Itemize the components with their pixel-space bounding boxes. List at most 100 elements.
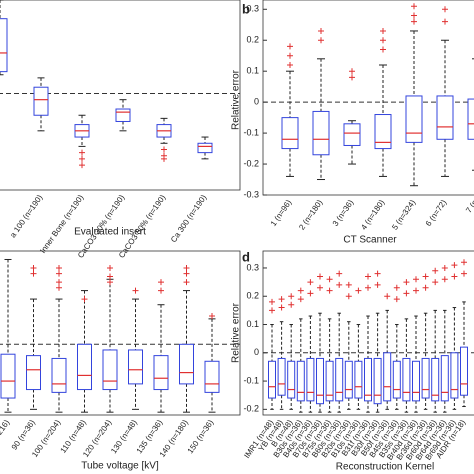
- outlier: [107, 273, 113, 280]
- box: [460, 346, 468, 396]
- x-tick-label: 90 (n=36): [10, 418, 37, 452]
- x-tick-label: 3 (n=36): [331, 198, 356, 228]
- box: [325, 360, 334, 402]
- y-tick-label: -0.2: [243, 158, 259, 168]
- x-tick-label: 4 (n=180): [359, 198, 386, 232]
- outlier: [336, 281, 343, 288]
- y-tick-label: 0.1: [246, 66, 259, 76]
- box: [115, 108, 131, 122]
- outlier: [79, 149, 85, 156]
- x-tick-label: Inner Bone (n=190): [38, 193, 85, 255]
- y-tick-label: -0.3: [243, 189, 259, 199]
- outlier: [56, 270, 62, 277]
- x-axis-label: Evaluated insert: [74, 227, 146, 238]
- y-tick-label: 0.2: [246, 291, 259, 301]
- outlier: [132, 287, 139, 294]
- box: [287, 360, 296, 399]
- box: [431, 357, 440, 402]
- outlier: [432, 267, 439, 274]
- x-tick-label: 5 (n=324): [390, 198, 417, 232]
- outlier: [393, 296, 400, 303]
- outlier: [336, 270, 343, 277]
- box: [373, 357, 382, 405]
- box: [306, 357, 315, 402]
- x-tick-label: a 100 (n=190): [8, 193, 44, 239]
- box: [0, 353, 16, 399]
- box: [51, 357, 67, 393]
- panel-letter: d: [242, 249, 250, 264]
- outlier: [345, 293, 352, 300]
- outlier: [403, 279, 410, 286]
- outlier: [79, 155, 85, 162]
- box: [316, 357, 324, 405]
- outlier: [317, 284, 323, 291]
- outlier: [326, 287, 333, 294]
- box: [312, 110, 330, 156]
- outlier: [56, 264, 62, 271]
- box: [102, 349, 118, 391]
- box: [33, 86, 49, 116]
- outlier: [380, 46, 386, 53]
- box: [344, 360, 353, 399]
- outlier: [380, 37, 386, 44]
- x-axis-label: Reconstruction Kernel: [336, 462, 434, 473]
- outlier: [161, 155, 167, 162]
- outlier: [56, 279, 62, 286]
- box: [296, 360, 305, 402]
- outlier: [413, 287, 419, 294]
- box: [467, 98, 474, 140]
- outlier: [107, 279, 113, 286]
- outlier: [326, 276, 333, 283]
- x-tick-label: 7 (n: [464, 198, 474, 214]
- x-tick-label: 2 (n=180): [297, 198, 324, 232]
- box: [343, 123, 361, 146]
- plot-frame: [0, 250, 241, 416]
- y-tick-label: 0.2: [246, 35, 259, 45]
- y-axis-label: Relative error: [231, 69, 242, 130]
- outlier: [355, 287, 362, 294]
- outlier: [287, 43, 293, 50]
- outlier: [269, 298, 275, 305]
- box: [128, 349, 143, 385]
- outlier: [384, 293, 391, 300]
- box: [354, 360, 363, 399]
- outlier: [297, 296, 304, 303]
- y-tick-label: -0.2: [243, 404, 259, 414]
- y-tick-label: -0.1: [243, 127, 259, 137]
- box: [383, 352, 392, 402]
- outlier: [209, 313, 215, 320]
- box: [26, 355, 41, 391]
- y-tick-label: 0.3: [246, 4, 259, 14]
- outlier: [107, 264, 113, 271]
- plot-frame: [262, 0, 474, 196]
- y-tick-label: 0: [254, 347, 259, 357]
- x-tick-label: 6 (n=72): [424, 198, 449, 228]
- outlier: [56, 284, 62, 291]
- box: [405, 95, 423, 143]
- outlier: [349, 74, 355, 81]
- y-axis-label: Relative error: [231, 302, 242, 363]
- outlier: [374, 270, 381, 277]
- panel-letter: b: [242, 1, 250, 16]
- box: [436, 95, 454, 140]
- outlier: [297, 287, 304, 294]
- box: [402, 357, 411, 402]
- x-axis-label: Tube voltage [kV]: [81, 461, 159, 472]
- outlier: [288, 293, 295, 300]
- outlier: [345, 281, 352, 288]
- outlier: [269, 307, 275, 314]
- outlier: [422, 284, 429, 291]
- outlier: [461, 259, 467, 266]
- outlier: [278, 304, 285, 311]
- outlier: [307, 290, 314, 297]
- plot-frame: [262, 250, 474, 416]
- outlier: [403, 290, 410, 297]
- box: [392, 360, 401, 399]
- plot-frame: [0, 0, 241, 191]
- outlier: [451, 273, 458, 280]
- outlier: [161, 146, 167, 153]
- outlier: [442, 6, 448, 13]
- outlier: [79, 162, 85, 169]
- x-tick-label: 1 (n=96): [269, 198, 294, 228]
- outlier: [287, 62, 293, 68]
